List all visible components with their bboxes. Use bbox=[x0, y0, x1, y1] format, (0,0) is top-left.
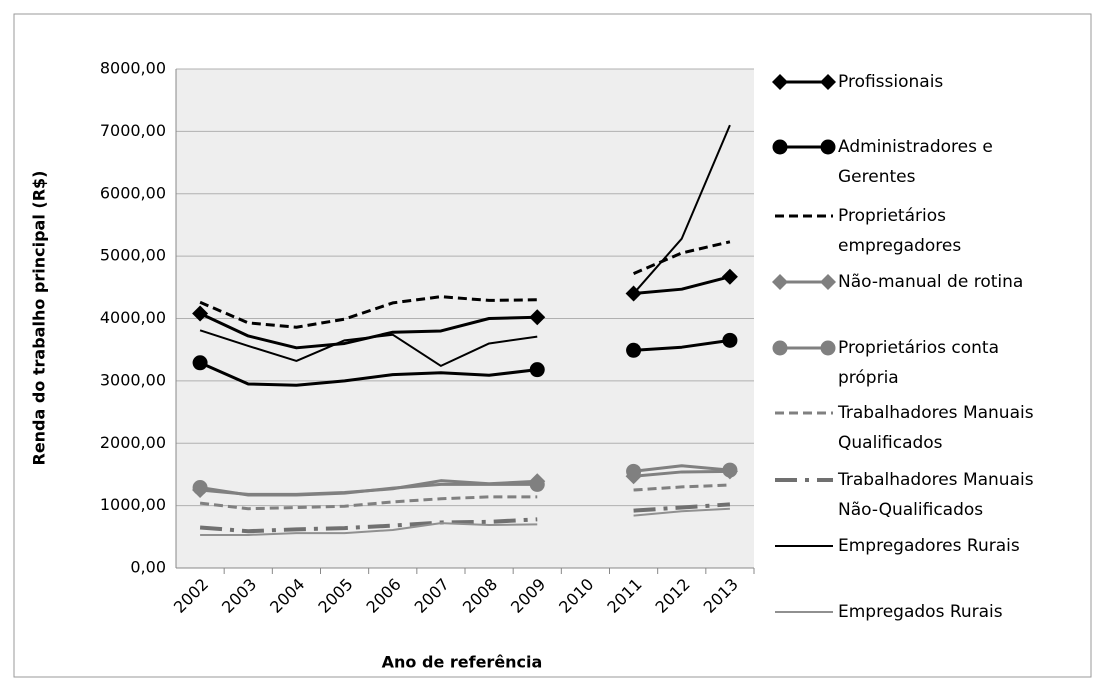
point-marker bbox=[192, 355, 208, 371]
y-tick-label: 4000,00 bbox=[100, 308, 166, 327]
legend-marker bbox=[820, 340, 836, 356]
legend-marker bbox=[772, 139, 788, 155]
y-tick-label: 1000,00 bbox=[100, 495, 166, 514]
legend-marker bbox=[820, 74, 836, 90]
legend-marker bbox=[772, 340, 788, 356]
series-line bbox=[199, 464, 731, 497]
series-line bbox=[200, 507, 730, 536]
legend-marker bbox=[820, 274, 836, 290]
series-line bbox=[199, 240, 731, 329]
point-marker bbox=[722, 462, 738, 478]
point-marker bbox=[529, 476, 545, 492]
series-line bbox=[199, 502, 731, 534]
legend-marker bbox=[772, 274, 788, 290]
point-marker bbox=[721, 268, 738, 285]
point-marker bbox=[192, 305, 209, 322]
legend-marker bbox=[820, 139, 836, 155]
point-marker bbox=[192, 480, 208, 496]
x-axis-label: Ano de referência bbox=[382, 653, 543, 672]
legend-label: Proprietários empregadores bbox=[838, 206, 962, 256]
legend-label: Empregadores Rurais bbox=[838, 536, 1020, 556]
legend-label: Trabalhadores Manuais Qualificados bbox=[838, 403, 1034, 453]
y-tick-label: 5000,00 bbox=[100, 246, 166, 265]
legend-label: Não-manual de rotina bbox=[838, 272, 1024, 292]
point-marker bbox=[722, 332, 738, 348]
y-tick-label: 0,00 bbox=[130, 558, 166, 577]
point-marker bbox=[529, 362, 545, 378]
y-tick-label: 8000,00 bbox=[100, 59, 166, 78]
series-line bbox=[199, 338, 731, 387]
point-marker bbox=[626, 342, 642, 358]
y-tick-label: 7000,00 bbox=[100, 121, 166, 140]
legend-label: Empregados Rurais bbox=[838, 602, 1003, 622]
y-tick-label: 6000,00 bbox=[100, 183, 166, 202]
series-line bbox=[199, 124, 731, 367]
legend-label: Proprietários conta própria bbox=[838, 338, 999, 388]
y-axis-label: Renda do trabalho principal (R$) bbox=[30, 171, 49, 466]
y-tick-label: 2000,00 bbox=[100, 433, 166, 452]
y-tick-label: 3000,00 bbox=[100, 370, 166, 389]
legend-label: Profissionais bbox=[838, 72, 944, 92]
series-line bbox=[199, 483, 730, 511]
legend-label: Administradores e Gerentes bbox=[838, 137, 993, 187]
legend-label: Trabalhadores Manuais Não-Qualificados bbox=[838, 470, 1034, 520]
point-marker bbox=[626, 463, 642, 479]
legend-marker bbox=[772, 74, 788, 90]
point-marker bbox=[529, 309, 546, 326]
